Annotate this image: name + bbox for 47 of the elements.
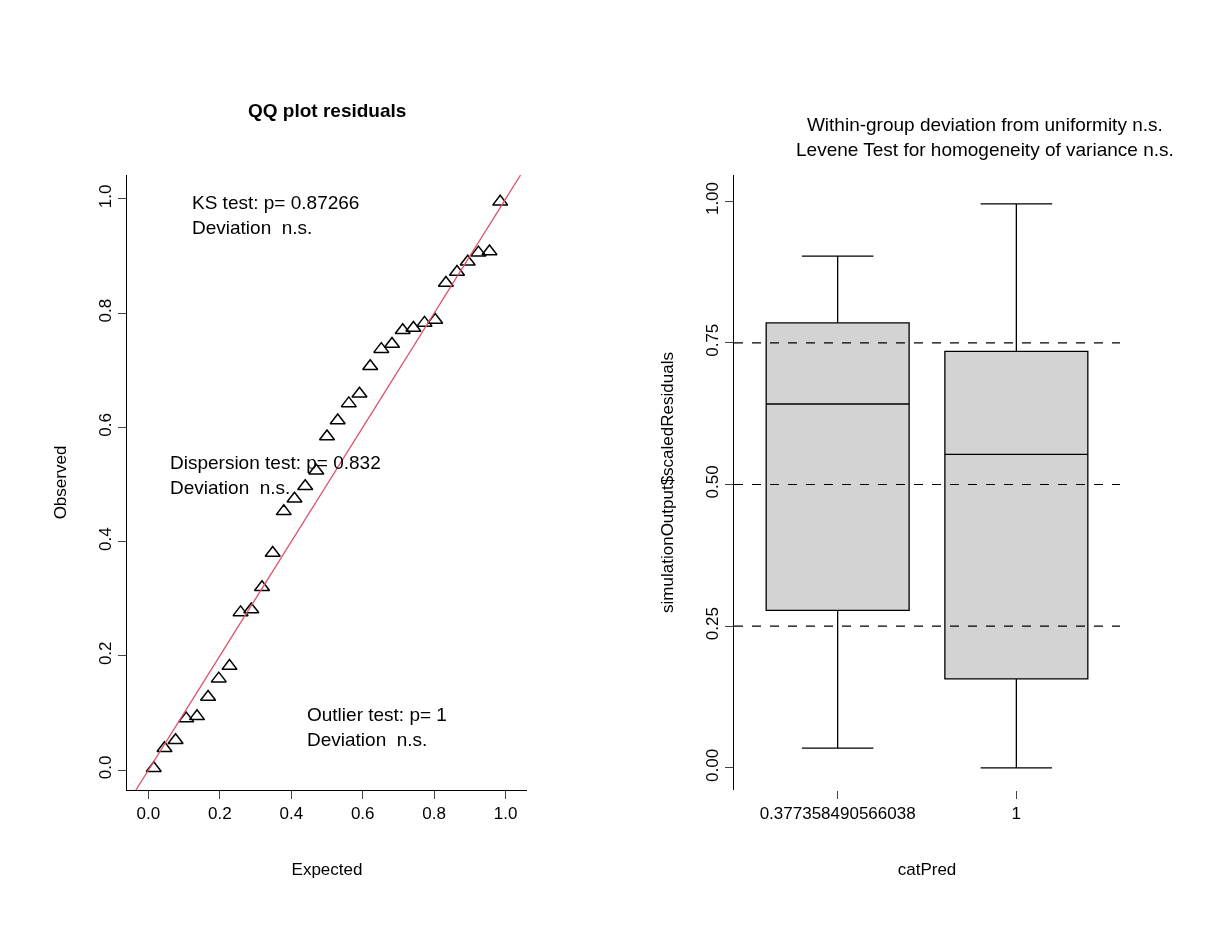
point [351,386,368,398]
y-tick-label: 0.0 [96,755,116,780]
x-tick-label: 1 [1011,804,1022,824]
y-tick-label: 0.2 [96,641,116,666]
point [448,264,466,277]
y-axis-title: simulationOutput$scaledResiduals [657,352,677,613]
x-tick-label: 0.4 [279,804,304,824]
chart-title: QQ plot residuals [248,100,407,121]
x-tick-label: 0.377358490566038 [759,804,916,824]
point [394,323,411,335]
point [373,341,390,354]
point [156,741,173,753]
annotation: KS test: p= 0.87266 Deviation n.s. [192,192,360,238]
x-tick-label: 0.6 [350,804,375,824]
x-tick-label: 0.0 [136,804,161,824]
x-axis-title: catPred [897,859,957,879]
y-tick-label: 0.8 [96,298,116,323]
point [264,545,281,558]
point [296,478,314,491]
point [481,244,498,256]
x-tick-label: 0.2 [208,804,232,824]
point [459,254,476,266]
point [243,602,260,614]
y-tick-label: 0.6 [96,413,116,437]
point [405,320,422,333]
point [329,413,346,425]
point [470,245,487,257]
y-tick-label: 1.0 [96,184,116,209]
y-axis-title: Observed [50,445,70,520]
point [416,315,433,327]
point [232,605,249,617]
y-tick-label: 0.50 [703,465,723,499]
y-tick-label: 0.25 [703,607,723,641]
x-tick-label: 0.8 [422,804,446,824]
y-tick-label: 1.00 [703,181,723,216]
annotation: Outlier test: p= 1 Deviation n.s. [307,704,447,750]
x-tick-label: 1.0 [493,804,518,824]
point [426,312,444,325]
y-tick-label: 0.4 [96,527,116,551]
x-axis-title: Expected [291,859,363,879]
point [221,658,238,671]
point [167,733,184,745]
chart-title: Within-group deviation from uniformity n.s. Levene Test for homogeneity of variance n.s. [796,114,1174,160]
y-tick-label: 0.00 [703,748,723,782]
point [383,336,401,349]
point [178,711,195,723]
y-tick-label: 0.75 [703,323,723,357]
